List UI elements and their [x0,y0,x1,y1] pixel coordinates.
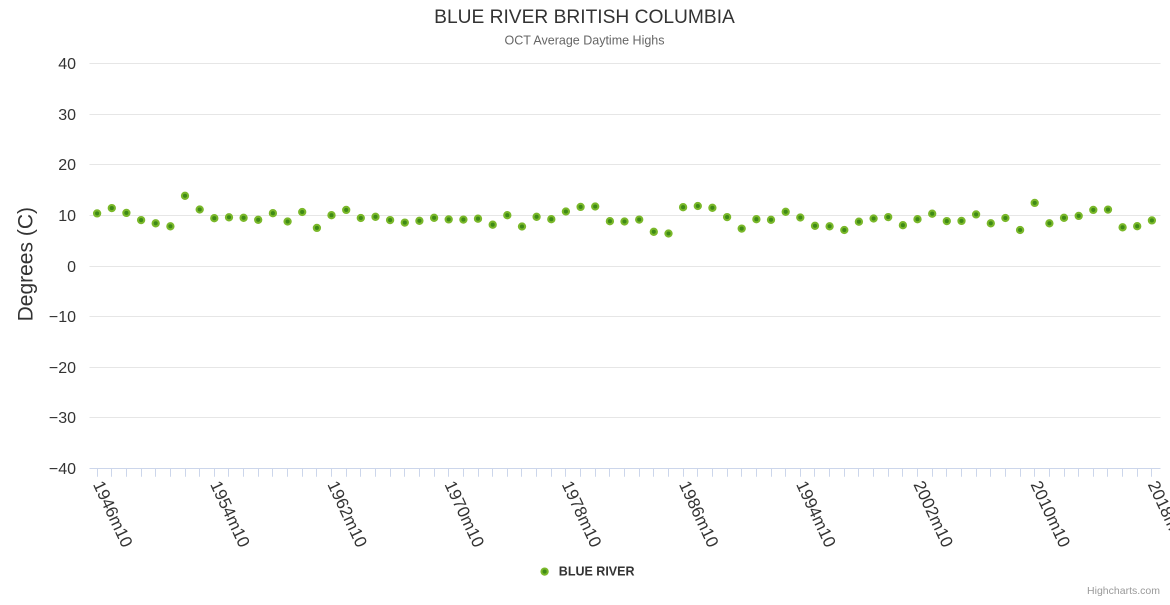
svg-text:Degrees (C): Degrees (C) [14,207,37,321]
svg-text:−20: −20 [49,360,76,377]
svg-text:0: 0 [67,259,76,276]
svg-text:BLUE RIVER BRITISH COLUMBIA: BLUE RIVER BRITISH COLUMBIA [434,7,735,28]
svg-text:OCT Average Daytime Highs: OCT Average Daytime Highs [504,34,664,48]
svg-text:−30: −30 [49,410,76,427]
svg-text:BLUE RIVER: BLUE RIVER [559,564,635,578]
svg-text:20: 20 [58,157,76,174]
svg-text:−10: −10 [49,309,76,326]
svg-text:30: 30 [58,107,76,124]
svg-text:40: 40 [58,56,76,73]
svg-text:10: 10 [58,208,76,225]
svg-text:−40: −40 [49,461,76,478]
svg-text:Highcharts.com: Highcharts.com [1087,585,1160,597]
